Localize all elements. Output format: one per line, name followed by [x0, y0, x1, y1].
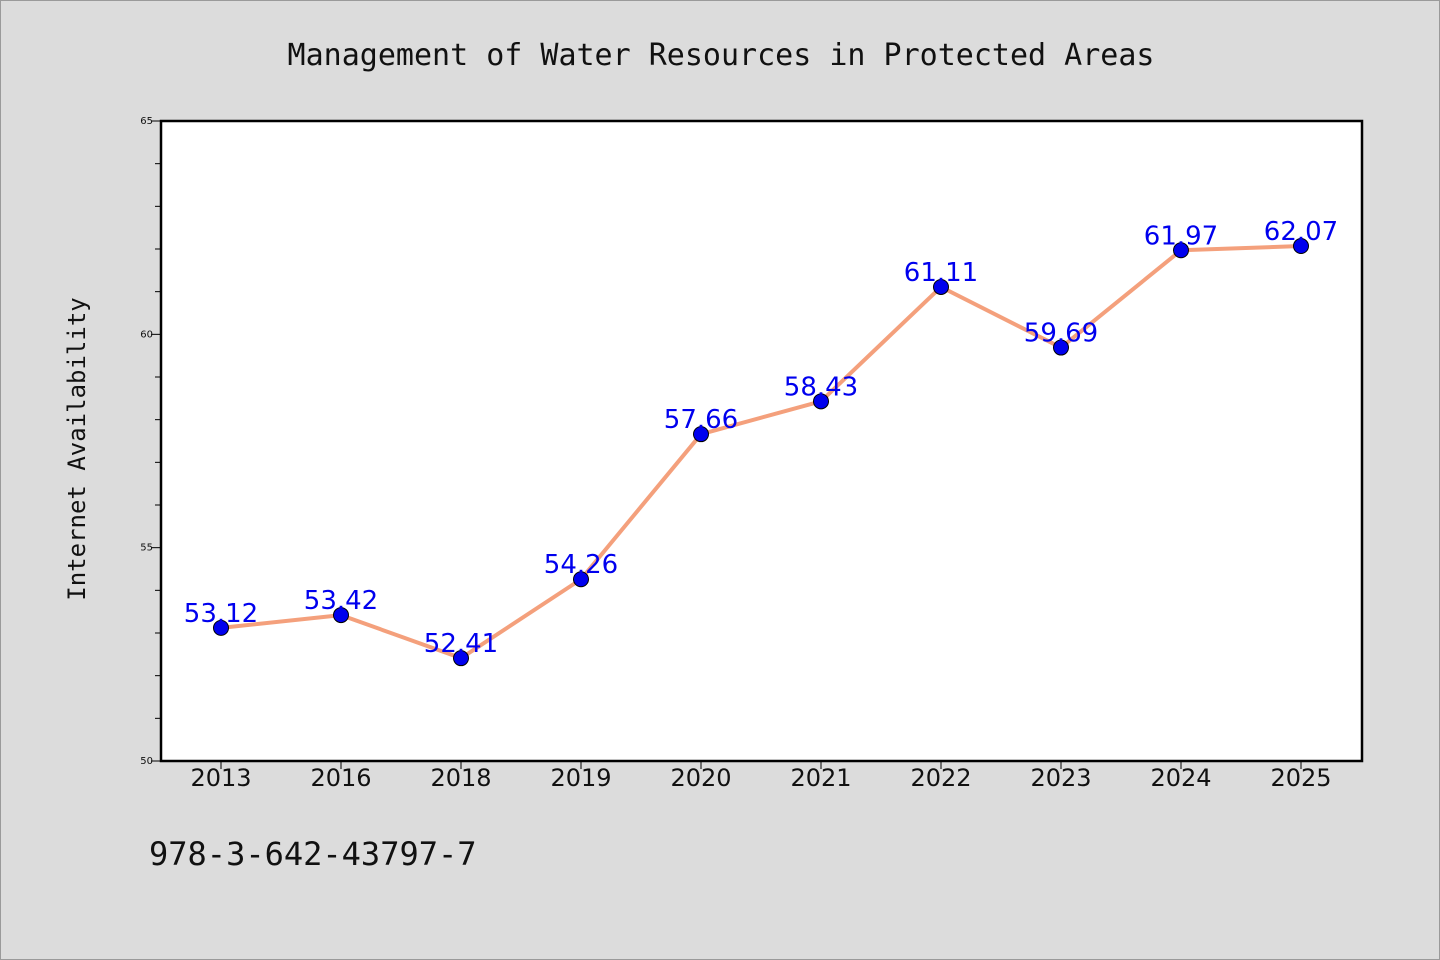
y-tick-label: 65 — [140, 116, 153, 127]
x-tick-label: 2021 — [790, 764, 851, 792]
chart-title: Management of Water Resources in Protect… — [288, 38, 1155, 73]
x-tick-label: 2019 — [550, 764, 611, 792]
data-point — [453, 650, 469, 667]
y-tick-label: 60 — [140, 329, 153, 340]
data-label: 62.07 — [1264, 217, 1338, 247]
y-axis: 50 55 60 65 — [140, 116, 161, 767]
data-label: 53.12 — [184, 599, 258, 629]
data-label: 59.69 — [1024, 319, 1098, 349]
x-tick-label: 2013 — [190, 764, 251, 792]
x-tick-label: 2016 — [310, 764, 371, 792]
data-label: 53.42 — [304, 586, 378, 616]
series-line — [219, 244, 1303, 661]
series: 53.12 53.42 52.41 54.26 57.66 58.43 61.11 59.69… — [184, 217, 1338, 667]
data-label: 52.41 — [424, 629, 498, 659]
data-point — [333, 607, 349, 624]
data-point — [213, 619, 229, 636]
data-point — [1293, 238, 1309, 255]
x-tick-label: 2020 — [670, 764, 731, 792]
data-point — [1173, 242, 1189, 259]
x-tick-label: 2022 — [910, 764, 971, 792]
data-point — [933, 278, 949, 295]
data-point — [573, 571, 589, 588]
plot-area — [159, 119, 1364, 763]
x-axis: 2013 2016 2018 2019 2020 2021 2022 2023 2024 2025 — [190, 761, 1332, 792]
x-tick-label: 2025 — [1270, 764, 1331, 792]
x-tick-label: 2023 — [1030, 764, 1091, 792]
data-point — [1053, 339, 1069, 356]
y-axis-label: Internet Availability — [63, 297, 91, 600]
y-tick-label: 55 — [140, 543, 153, 554]
data-label: 57.66 — [664, 405, 738, 435]
data-point — [813, 393, 829, 410]
y-tick-label: 50 — [140, 756, 153, 767]
x-tick-label: 2018 — [430, 764, 491, 792]
data-label: 54.26 — [544, 550, 618, 580]
isbn-text: 978-3-642-43797-7 — [149, 835, 477, 873]
x-tick-label: 2024 — [1150, 764, 1211, 792]
data-label: 61.11 — [904, 258, 978, 288]
data-point — [693, 426, 709, 443]
data-label: 61.97 — [1144, 221, 1218, 251]
data-label: 58.43 — [784, 372, 858, 402]
